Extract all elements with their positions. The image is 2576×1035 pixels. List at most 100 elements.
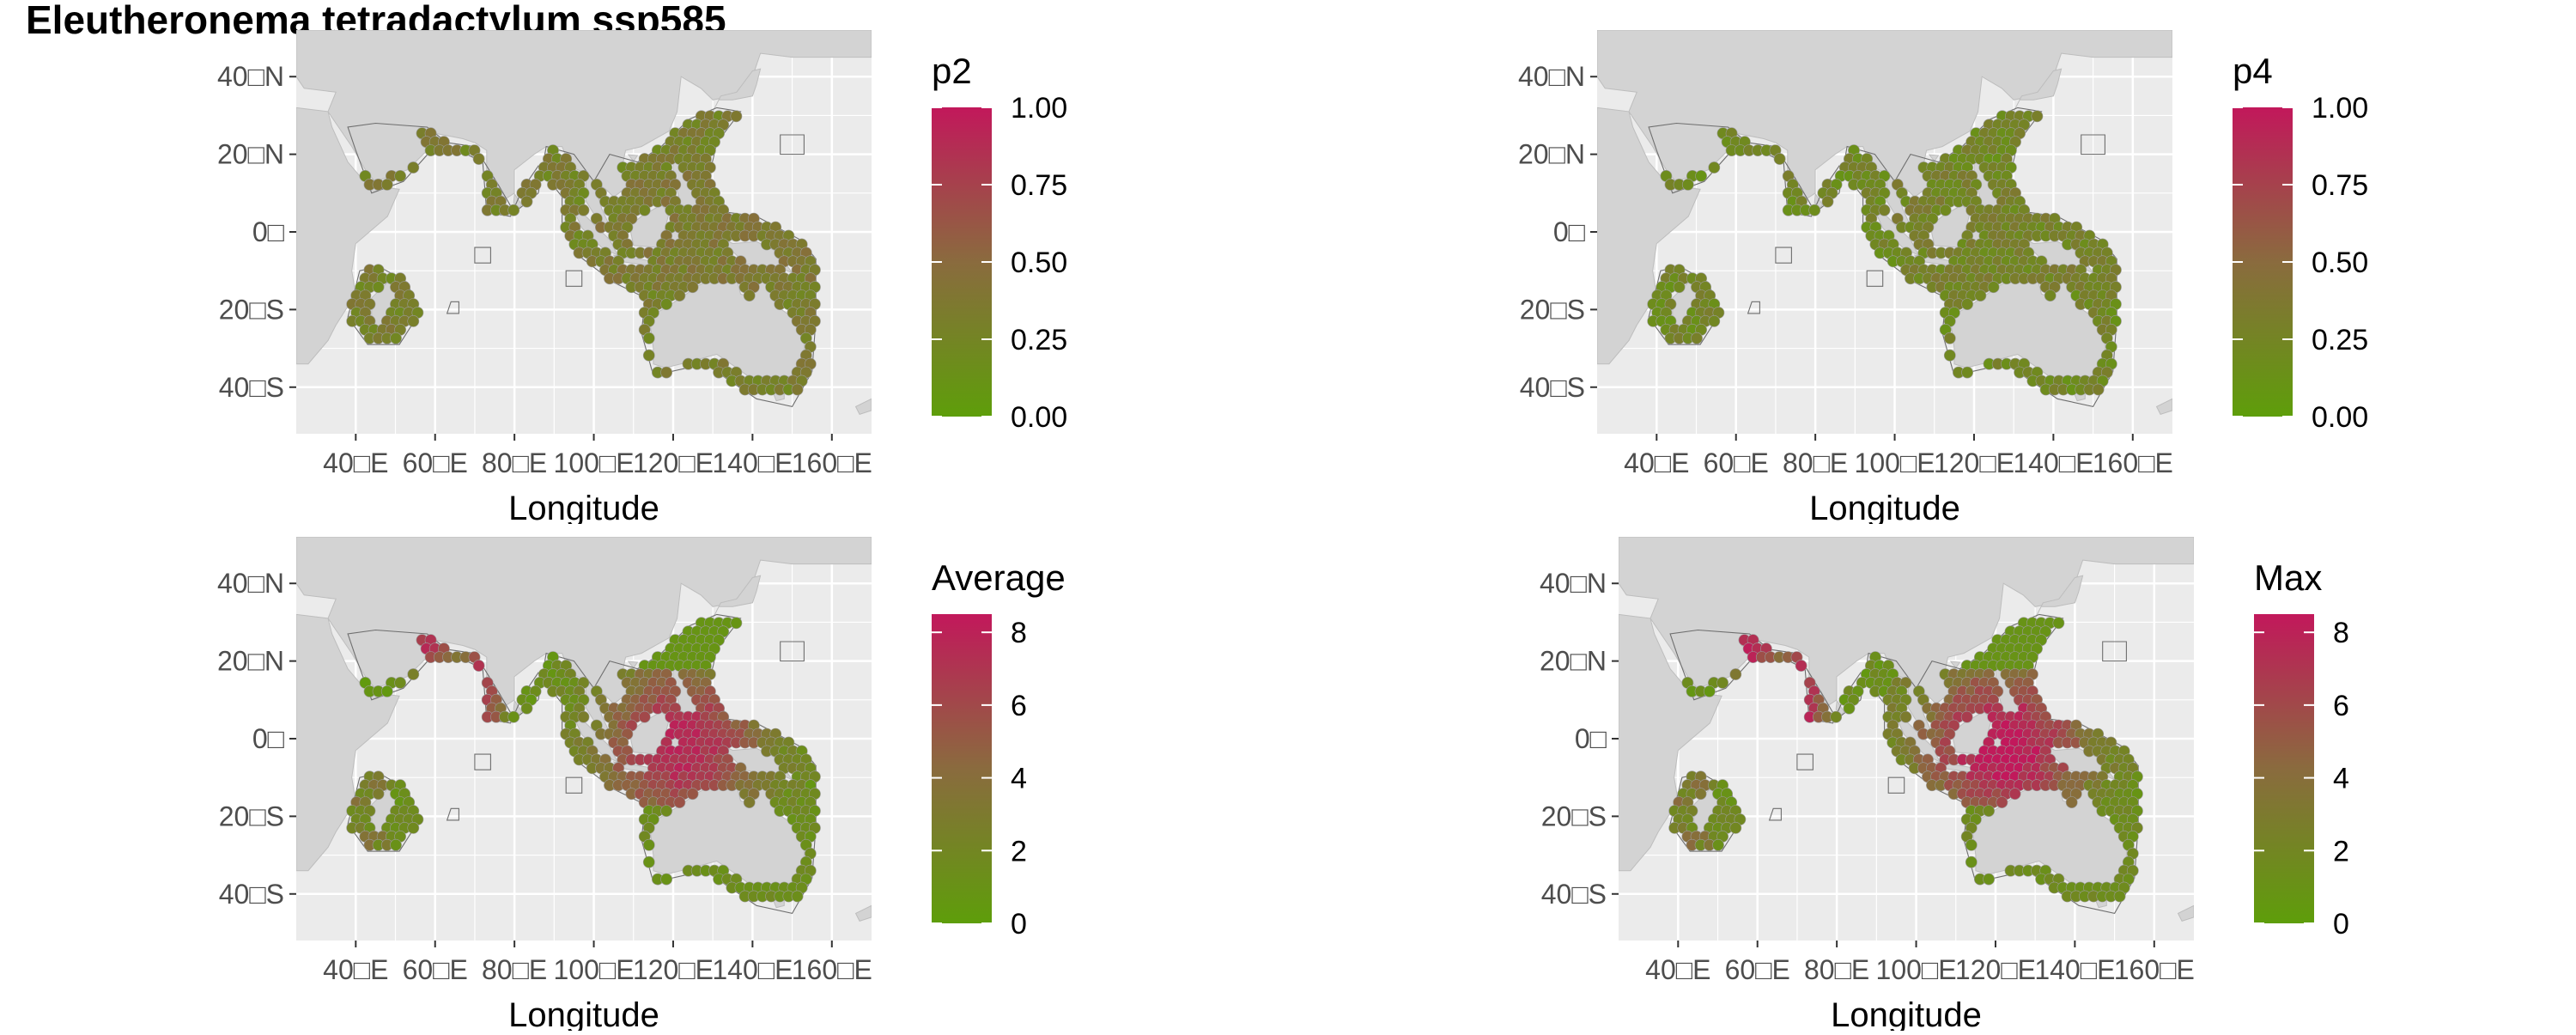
hex-cell xyxy=(791,383,804,396)
hex-cell xyxy=(1899,710,1912,723)
y-tick-label: 20□N xyxy=(1518,139,1585,170)
x-tick-label: 60□E xyxy=(403,954,468,985)
hex-cell xyxy=(642,838,655,851)
zone-outline xyxy=(474,753,491,770)
y-tick-label: 20□S xyxy=(219,801,284,831)
x-tick-label: 160□E xyxy=(792,954,872,985)
x-tick-label: 120□E xyxy=(633,954,714,985)
hex-cell xyxy=(743,289,756,301)
x-tick-label: 40□E xyxy=(323,447,388,478)
x-tick-label: 160□E xyxy=(2114,954,2195,985)
hex-cell xyxy=(660,805,672,817)
zone-outline xyxy=(1796,753,1814,770)
hex-cell xyxy=(2031,110,2044,123)
x-tick-label: 160□E xyxy=(792,447,872,478)
hex-cell xyxy=(2052,617,2065,630)
legend-colorbar xyxy=(932,614,992,923)
hex-cell xyxy=(390,838,402,851)
hex-cell xyxy=(1694,788,1707,801)
hex-cell xyxy=(1843,702,1856,715)
y-tick-label: 40□N xyxy=(1518,61,1585,92)
legend-colorbar xyxy=(2254,614,2314,923)
x-tick-label: 120□E xyxy=(633,447,714,478)
hex-cell xyxy=(577,710,590,723)
x-tick-label: 80□E xyxy=(1804,954,1869,985)
hex-cell xyxy=(642,855,655,868)
y-tick-label: 20□N xyxy=(217,139,284,170)
legend-tick-label: 0 xyxy=(1011,908,1027,941)
x-tick-label: 40□E xyxy=(1624,447,1689,478)
x-tick-label: 100□E xyxy=(554,954,635,985)
land-polygon xyxy=(296,613,400,872)
hex-cell xyxy=(686,281,699,294)
hex-cell xyxy=(791,890,804,903)
x-tick-label: 80□E xyxy=(482,447,547,478)
x-axis-label: Longitude xyxy=(1809,490,1960,524)
hex-cell xyxy=(1939,204,1952,216)
map-panel-p2: 40□N 20□N 0□ 20□S 40□S 40□E 60□E 80□E 100□E 120□E… xyxy=(0,17,1202,528)
land-polygon xyxy=(1597,107,1701,365)
legend-tick-label: 1.00 xyxy=(2312,92,2368,125)
map-svg: 40□N 20□N 0□ 20□S 40□S 40□E 60□E 80□E 100□E120□E… xyxy=(1518,30,2368,527)
hex-cell xyxy=(520,702,533,715)
legend-tick-label: 6 xyxy=(1011,690,1027,722)
hex-cell xyxy=(407,314,420,327)
hex-cell xyxy=(638,710,651,723)
x-tick-label: 60□E xyxy=(403,447,468,478)
zone-outline xyxy=(1768,807,1782,821)
legend-tick-label: 0.75 xyxy=(1011,169,1067,202)
legend-tick-label: 2 xyxy=(2333,835,2349,868)
hex-cell xyxy=(394,169,406,182)
zone-outline xyxy=(780,134,805,155)
x-tick-label: 120□E xyxy=(1955,954,2036,985)
hex-cell xyxy=(1987,281,2000,294)
hex-cell xyxy=(638,204,651,216)
hex-cell xyxy=(1708,314,1721,327)
hex-cell xyxy=(642,349,655,362)
y-tick-label: 40□N xyxy=(1540,568,1607,599)
x-axis-label: Longitude xyxy=(508,490,659,524)
x-tick-label: 40□E xyxy=(1645,954,1710,985)
hex-cell xyxy=(2113,890,2126,903)
y-tick-label: 0□ xyxy=(252,723,285,754)
legend-tick-label: 2 xyxy=(1011,835,1027,868)
y-tick-label: 40□S xyxy=(219,879,284,910)
hex-cell xyxy=(407,161,420,174)
hex-cell xyxy=(2065,796,2078,808)
map-svg: 40□N 20□N 0□ 20□S 40□S 40□E 60□E 80□E 100□E120□E… xyxy=(217,30,1067,527)
hex-cell xyxy=(1983,805,1995,817)
legend-tick-label: 4 xyxy=(2333,763,2349,795)
legend-tick-label: 4 xyxy=(1011,763,1027,795)
land-polygon xyxy=(712,68,762,113)
hex-cell xyxy=(1830,710,1843,723)
hex-cell xyxy=(1965,838,1978,851)
y-tick-label: 20□S xyxy=(219,294,284,325)
map-svg: 40□N 20□N 0□ 20□S 40□S 40□E 60□E 80□E 100□E120□E… xyxy=(217,537,1066,1034)
legend-tick-label: 6 xyxy=(2333,690,2349,722)
x-tick-label: 80□E xyxy=(482,954,547,985)
hex-cell xyxy=(472,153,485,165)
legend-tick-label: 1.00 xyxy=(1011,92,1067,125)
land-polygon xyxy=(1949,661,1961,669)
x-tick-label: 140□E xyxy=(712,954,793,985)
land-polygon xyxy=(712,575,762,619)
hex-cell xyxy=(1681,178,1694,191)
hex-cell xyxy=(407,821,420,834)
map-panel-average: 40□N 20□N 0□ 20□S 40□S 40□E 60□E 80□E 100□E 120□E… xyxy=(0,524,1202,1035)
hex-cell xyxy=(1996,796,2008,808)
hex-cell xyxy=(730,617,743,630)
zone-outline xyxy=(474,247,491,264)
land-polygon xyxy=(1928,154,1940,162)
hex-cell xyxy=(1961,366,1973,379)
hex-cell xyxy=(472,660,485,672)
legend-tick-label: 0.00 xyxy=(2312,401,2368,434)
zone-outline xyxy=(565,776,583,794)
hex-cell xyxy=(1729,821,1742,834)
hex-cell xyxy=(2008,788,2021,801)
hex-cell xyxy=(1974,289,1987,301)
hex-cell xyxy=(1795,660,1807,672)
hex-cell xyxy=(394,676,406,689)
hex-cell xyxy=(660,366,672,379)
hex-cell xyxy=(660,873,672,886)
hex-cell xyxy=(1965,855,1978,868)
